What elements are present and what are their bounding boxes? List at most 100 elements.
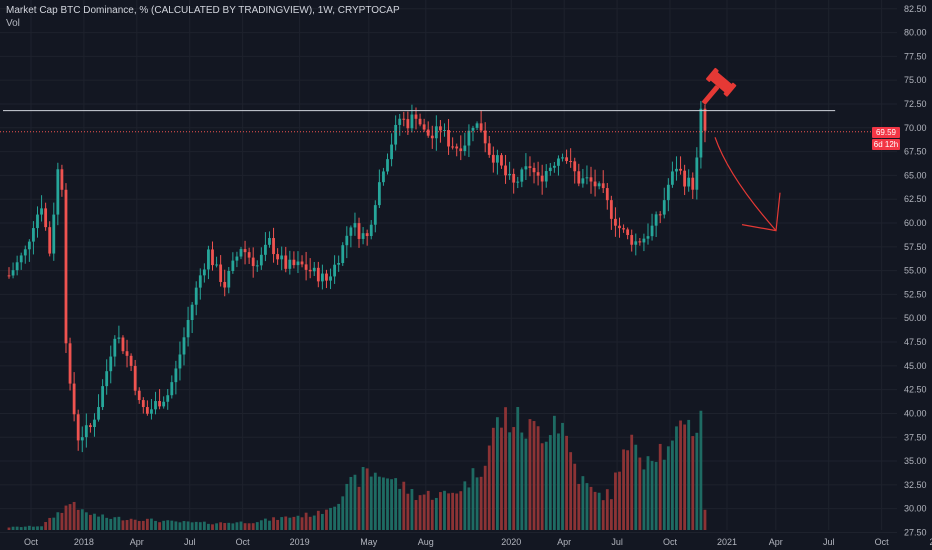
volume-bar: [369, 476, 373, 530]
volume-bar: [320, 513, 324, 530]
candle-body: [304, 264, 308, 270]
candle-body: [170, 382, 174, 396]
candle-body: [565, 157, 568, 162]
candle-body: [36, 214, 39, 229]
volume-bar: [247, 523, 251, 530]
y-tick-label: 60.00: [904, 218, 927, 228]
volume-bar: [137, 521, 141, 530]
volume-bar: [585, 483, 589, 530]
candle-body: [630, 235, 634, 245]
candle-body: [638, 241, 642, 243]
volume-bar: [105, 517, 109, 530]
candle-body: [341, 245, 345, 263]
volume-bar: [658, 443, 662, 530]
volume-bar: [341, 496, 345, 530]
volume-bar: [491, 427, 495, 530]
volume-legend[interactable]: Vol: [6, 18, 20, 29]
volume-bar: [133, 519, 137, 530]
volume-bar: [382, 477, 385, 530]
candle-body: [406, 119, 410, 129]
volume-bar: [190, 522, 194, 530]
candle-body: [121, 337, 125, 352]
volume-bar: [15, 526, 19, 530]
last-price-tag: 69.59: [872, 126, 900, 138]
volume-bar: [573, 463, 577, 530]
y-tick-label: 72.50: [904, 99, 927, 109]
volume-bar: [219, 522, 223, 530]
candle-body: [44, 208, 48, 228]
volume-bar: [552, 415, 556, 530]
annotations: [701, 67, 781, 232]
candle-body: [145, 407, 149, 414]
candle-body: [255, 265, 259, 267]
candle-body: [288, 259, 292, 269]
volume-bar: [84, 512, 88, 530]
candle-body: [504, 165, 507, 176]
candle-body: [109, 356, 113, 372]
candle-body: [264, 244, 267, 255]
volume-bar: [675, 426, 678, 530]
volume-bar: [32, 526, 35, 530]
volume-bar: [634, 444, 638, 530]
y-axis[interactable]: 27.50 30.00 32.50 35.00 37.50 40.00 42.50 45.00…: [904, 4, 927, 538]
volume-bar: [695, 432, 699, 530]
candle-body: [182, 337, 186, 355]
volume-bar: [459, 491, 463, 530]
candle-body: [219, 264, 223, 282]
candle-body: [345, 235, 349, 246]
volume-bar: [117, 516, 121, 530]
volume-bar: [512, 427, 516, 530]
volume-bar: [316, 510, 320, 530]
volume-bar: [516, 406, 520, 530]
y-tick-label: 65.00: [904, 170, 927, 180]
volume-bar: [19, 527, 23, 530]
candle-body: [394, 124, 398, 145]
volume-bar: [56, 512, 60, 530]
volume-bar: [439, 492, 442, 530]
volume-bar: [198, 522, 202, 530]
candle-body: [662, 200, 666, 215]
candle-body: [382, 171, 385, 183]
x-tick-label: Jul: [823, 537, 835, 547]
candle-body: [683, 170, 687, 187]
candle-body: [552, 165, 556, 168]
volume-bar: [683, 424, 687, 530]
candle-body: [194, 287, 198, 305]
candle-body: [671, 171, 674, 185]
candle-body: [353, 223, 357, 228]
volume-bar: [451, 492, 455, 530]
volume-bar: [394, 478, 398, 530]
volume-bar: [569, 452, 573, 530]
volume-bar: [414, 500, 418, 530]
candle-body: [447, 130, 450, 147]
candle-body: [72, 383, 76, 415]
volume-bar: [141, 520, 145, 530]
volume-bar: [284, 516, 288, 530]
volume-bar: [650, 460, 654, 530]
volume-bar: [642, 469, 646, 530]
volume-bar: [235, 522, 239, 530]
candle-body: [93, 419, 96, 428]
candle-body: [129, 355, 133, 366]
y-tick-label: 55.00: [904, 266, 927, 276]
candle-body: [308, 269, 312, 272]
gavel-icon: [701, 67, 737, 105]
x-axis[interactable]: Oct 2018 Apr Jul Oct 2019 May Aug 2020 Apr Jul Oct 2…: [24, 537, 932, 547]
volume-bar: [357, 486, 361, 530]
symbol-title[interactable]: Market Cap BTC Dominance, % (CALCULATED …: [6, 5, 400, 16]
candle-body: [418, 118, 422, 125]
candle-body: [223, 281, 227, 288]
volume-bar: [145, 518, 149, 530]
candle-body: [528, 166, 532, 168]
y-tick-label: 45.00: [904, 361, 927, 371]
volume-bar: [561, 422, 564, 530]
candles: [7, 101, 707, 453]
volume-bar: [646, 456, 650, 530]
candle-body: [593, 181, 597, 187]
volume-bar: [699, 410, 703, 530]
volume-bar: [614, 472, 617, 530]
candle-body: [247, 252, 251, 258]
candle-body: [666, 184, 670, 201]
volume-bar: [365, 468, 369, 530]
